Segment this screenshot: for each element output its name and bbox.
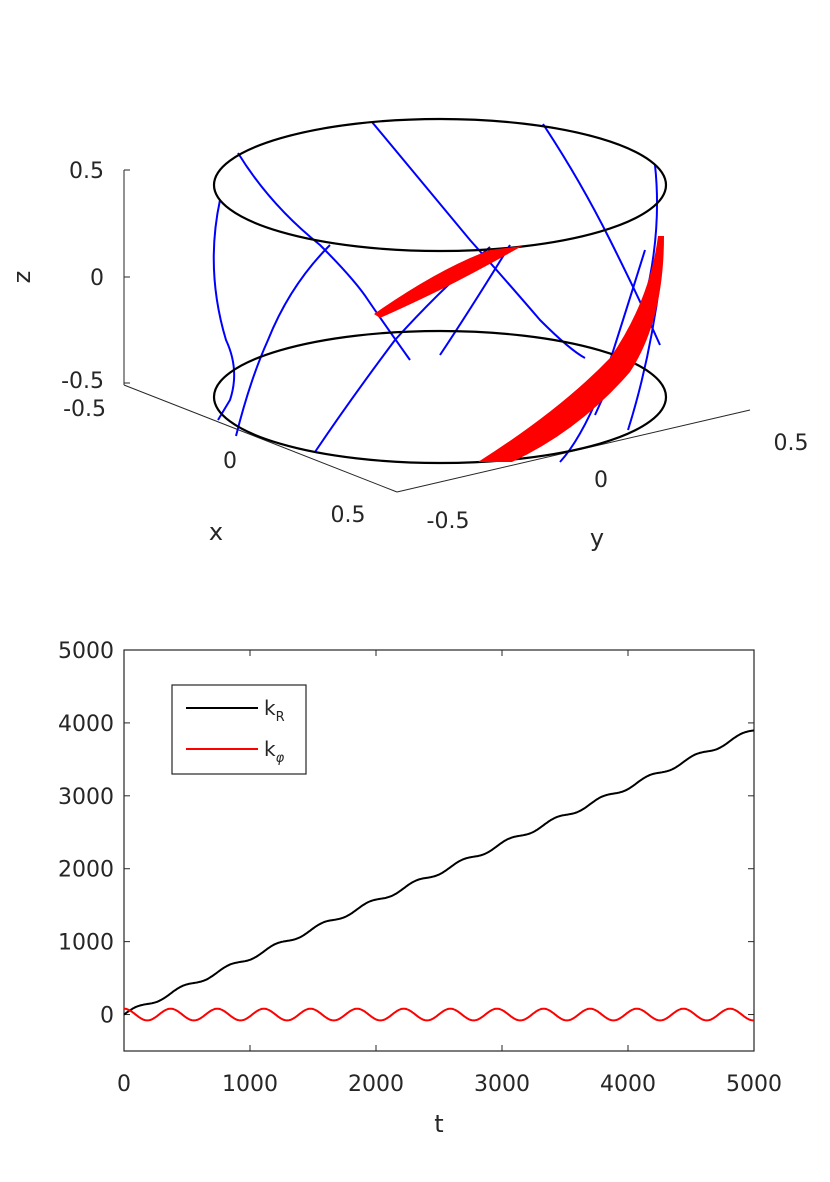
y-tick-label-1: -0.5 xyxy=(427,509,470,534)
y-ticks-2d: 5000 4000 3000 2000 1000 0 xyxy=(58,639,754,1029)
y-axis-label: y xyxy=(590,524,604,552)
z-axis-label: z xyxy=(8,271,36,284)
y-tick-label: 4000 xyxy=(58,712,114,737)
x-tick-label: 1000 xyxy=(222,1072,278,1097)
top-ring xyxy=(212,117,668,253)
plot2d: 0 1000 2000 3000 4000 5000 5000 4000 3000 2000 10… xyxy=(58,639,782,1138)
plot3d: 0.5 0 -0.5 z -0.5 0 0.5 x -0.5 0 0.5 y xyxy=(8,117,809,552)
x-tick-label: 5000 xyxy=(726,1072,782,1097)
x-tick-label-2: 0 xyxy=(223,449,237,474)
t-axis-label: t xyxy=(434,1110,443,1138)
x-tick-label-3: 0.5 xyxy=(331,503,366,528)
y-tick-label: 5000 xyxy=(58,639,114,664)
series-kR xyxy=(123,729,755,1016)
y-tick-label: 1000 xyxy=(58,931,114,956)
y-tick-label: 0 xyxy=(100,1004,114,1029)
y-tick-label: 3000 xyxy=(58,785,114,810)
legend-label-kR: kR xyxy=(264,696,285,725)
x-axis-line xyxy=(123,384,398,493)
legend-box xyxy=(171,684,307,775)
y-tick-label-2: 0 xyxy=(594,468,608,493)
x-tick-label: 3000 xyxy=(474,1072,530,1097)
field-line-1 xyxy=(212,199,236,421)
tube-lower xyxy=(478,236,664,462)
field-line-4 xyxy=(371,121,586,359)
x-tick-label: 4000 xyxy=(600,1072,656,1097)
x-tick-label: 2000 xyxy=(348,1072,404,1097)
y-tick-label: 2000 xyxy=(58,858,114,883)
bottom-ring xyxy=(212,329,668,465)
z-tick-label-top: 0.5 xyxy=(69,159,104,184)
z-tick-label-bot: -0.5 xyxy=(61,369,104,394)
tubes xyxy=(374,236,664,462)
x-ticks-2d: 0 1000 2000 3000 4000 5000 xyxy=(117,650,782,1097)
x-tick-label-1: -0.5 xyxy=(63,397,106,422)
legend-label-kphi: kφ xyxy=(264,737,285,766)
field-lines xyxy=(212,121,661,463)
legend: kR kφ xyxy=(171,684,307,775)
field-line-2 xyxy=(237,152,411,361)
series-kphi xyxy=(123,1007,754,1022)
field-line-10 xyxy=(439,244,511,356)
field-line-3 xyxy=(235,244,331,437)
y-tick-label-3: 0.5 xyxy=(774,431,809,456)
tube-upper xyxy=(374,246,522,318)
x-axis-label: x xyxy=(209,518,223,546)
x-tick-label: 0 xyxy=(117,1072,131,1097)
z-tick-label-mid: 0 xyxy=(90,266,104,291)
